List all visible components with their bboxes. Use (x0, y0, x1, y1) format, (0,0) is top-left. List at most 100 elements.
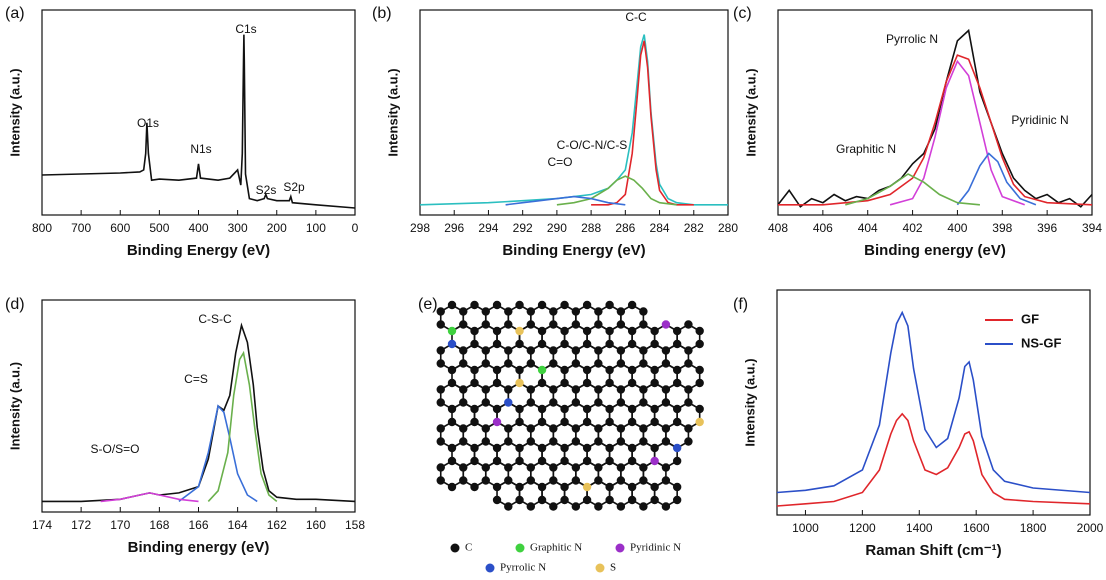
spectrum-line (777, 28, 1093, 208)
x-axis-label: Binding Energy (eV) (502, 242, 645, 259)
atom (504, 359, 513, 368)
atom (639, 424, 648, 433)
atom (470, 300, 479, 310)
atom (695, 404, 704, 414)
atom (470, 326, 479, 336)
x-tick-label: 396 (1037, 221, 1057, 235)
atom (627, 339, 637, 349)
atom (481, 346, 490, 355)
x-tick-label: 292 (513, 221, 533, 235)
atom (504, 346, 513, 355)
atom (672, 482, 682, 492)
atom (695, 365, 704, 375)
atom (627, 417, 637, 427)
atom (616, 424, 626, 433)
atom (526, 320, 536, 329)
atom (661, 398, 671, 407)
atom (594, 359, 603, 368)
atom (582, 482, 592, 492)
atom (447, 300, 457, 310)
x-tick-label: 2000 (1077, 521, 1104, 535)
atom (616, 476, 626, 485)
annotation: C=S (184, 372, 208, 386)
atom (582, 404, 592, 414)
atom (605, 482, 614, 492)
atom (672, 456, 682, 466)
atom (549, 398, 558, 407)
atom (560, 378, 569, 388)
atom (582, 300, 592, 310)
atom (616, 346, 626, 355)
atom (594, 307, 603, 316)
atom (582, 326, 592, 336)
atom (571, 437, 581, 446)
x-tick-label: 296 (444, 221, 464, 235)
spectrum-line (505, 195, 626, 206)
y-axis-label: Intensity (a.u.) (742, 358, 757, 446)
atom (447, 339, 457, 349)
x-tick-label: 174 (32, 518, 52, 532)
atom (515, 365, 524, 375)
atom (526, 346, 536, 355)
atom (594, 502, 603, 511)
spectrum-line (100, 492, 199, 503)
atom (537, 300, 547, 310)
plot-frame (777, 9, 1093, 216)
atom (470, 339, 479, 349)
x-tick-label: 100 (306, 221, 326, 235)
x-tick-label: 170 (110, 518, 130, 532)
atom (560, 326, 569, 336)
atom (492, 456, 502, 466)
panel-label: (f) (733, 296, 748, 313)
atom (492, 417, 502, 427)
atom (571, 359, 581, 368)
atom (459, 437, 468, 446)
x-tick-label: 406 (813, 221, 833, 235)
atom (549, 307, 558, 316)
atom (459, 424, 468, 433)
atom (537, 326, 547, 336)
atom (639, 320, 648, 329)
atom (627, 365, 637, 375)
atom (672, 417, 682, 427)
atom (582, 365, 592, 375)
atom (447, 456, 457, 466)
annotation: C-S-C (198, 312, 232, 326)
atom (684, 346, 693, 355)
x-tick-label: 200 (267, 221, 287, 235)
legend-label: GF (1021, 311, 1039, 326)
atom (504, 502, 513, 511)
atom (582, 495, 592, 505)
atom (695, 378, 704, 388)
atom (639, 437, 648, 446)
atom (684, 385, 693, 394)
atom (672, 495, 682, 505)
atom (594, 437, 603, 446)
atom (639, 463, 648, 472)
atom (616, 320, 626, 329)
atom (459, 476, 468, 485)
atom (627, 300, 637, 310)
panel-label: (c) (733, 5, 752, 22)
atom (661, 359, 671, 368)
atom (650, 456, 659, 466)
atom (661, 424, 671, 433)
atom (661, 320, 671, 329)
atom (639, 307, 648, 316)
atom (515, 378, 524, 388)
atom (650, 365, 659, 375)
atom (549, 463, 558, 472)
x-tick-label: 164 (228, 518, 248, 532)
annotation: C-O/C-N/C-S (557, 138, 628, 152)
legend-dot (595, 563, 605, 573)
atom (447, 365, 457, 375)
atom (492, 404, 502, 414)
atom (447, 443, 457, 453)
atom (650, 443, 659, 453)
atom (661, 463, 671, 472)
x-tick-label: 284 (650, 221, 670, 235)
plot-frame (419, 9, 729, 216)
atom (639, 398, 648, 407)
atom (447, 417, 457, 427)
atom (515, 417, 524, 427)
